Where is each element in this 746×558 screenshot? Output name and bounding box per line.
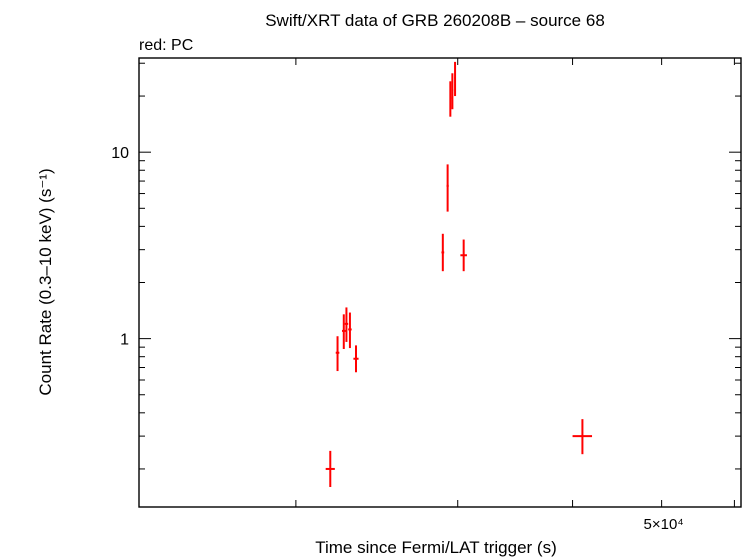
data-point: [451, 73, 454, 110]
data-point: [454, 61, 457, 97]
chart-subtitle: red: PC: [139, 37, 193, 54]
axes: 1 10 5×10⁴: [111, 57, 742, 533]
data-point: [344, 307, 349, 342]
y-tick-label: 1: [120, 332, 129, 349]
data-point: [446, 164, 449, 212]
data-point: [342, 314, 346, 349]
data-point: [353, 345, 359, 373]
data-point: [441, 233, 445, 272]
data-point: [572, 419, 593, 455]
data-points: [325, 61, 593, 488]
data-point: [335, 336, 340, 372]
x-axis-label: Time since Fermi/LAT trigger (s): [315, 538, 557, 557]
data-point: [460, 239, 467, 272]
data-point: [449, 81, 452, 117]
x-tick-label: 5×10⁴: [644, 516, 684, 533]
data-point: [325, 450, 335, 488]
y-axis-label: Count Rate (0.3–10 keV) (s⁻¹): [36, 168, 55, 395]
chart-title: Swift/XRT data of GRB 260208B – source 6…: [265, 11, 605, 30]
y-tick-label: 10: [111, 145, 129, 162]
plot-frame: [138, 57, 742, 508]
data-point: [348, 312, 352, 349]
